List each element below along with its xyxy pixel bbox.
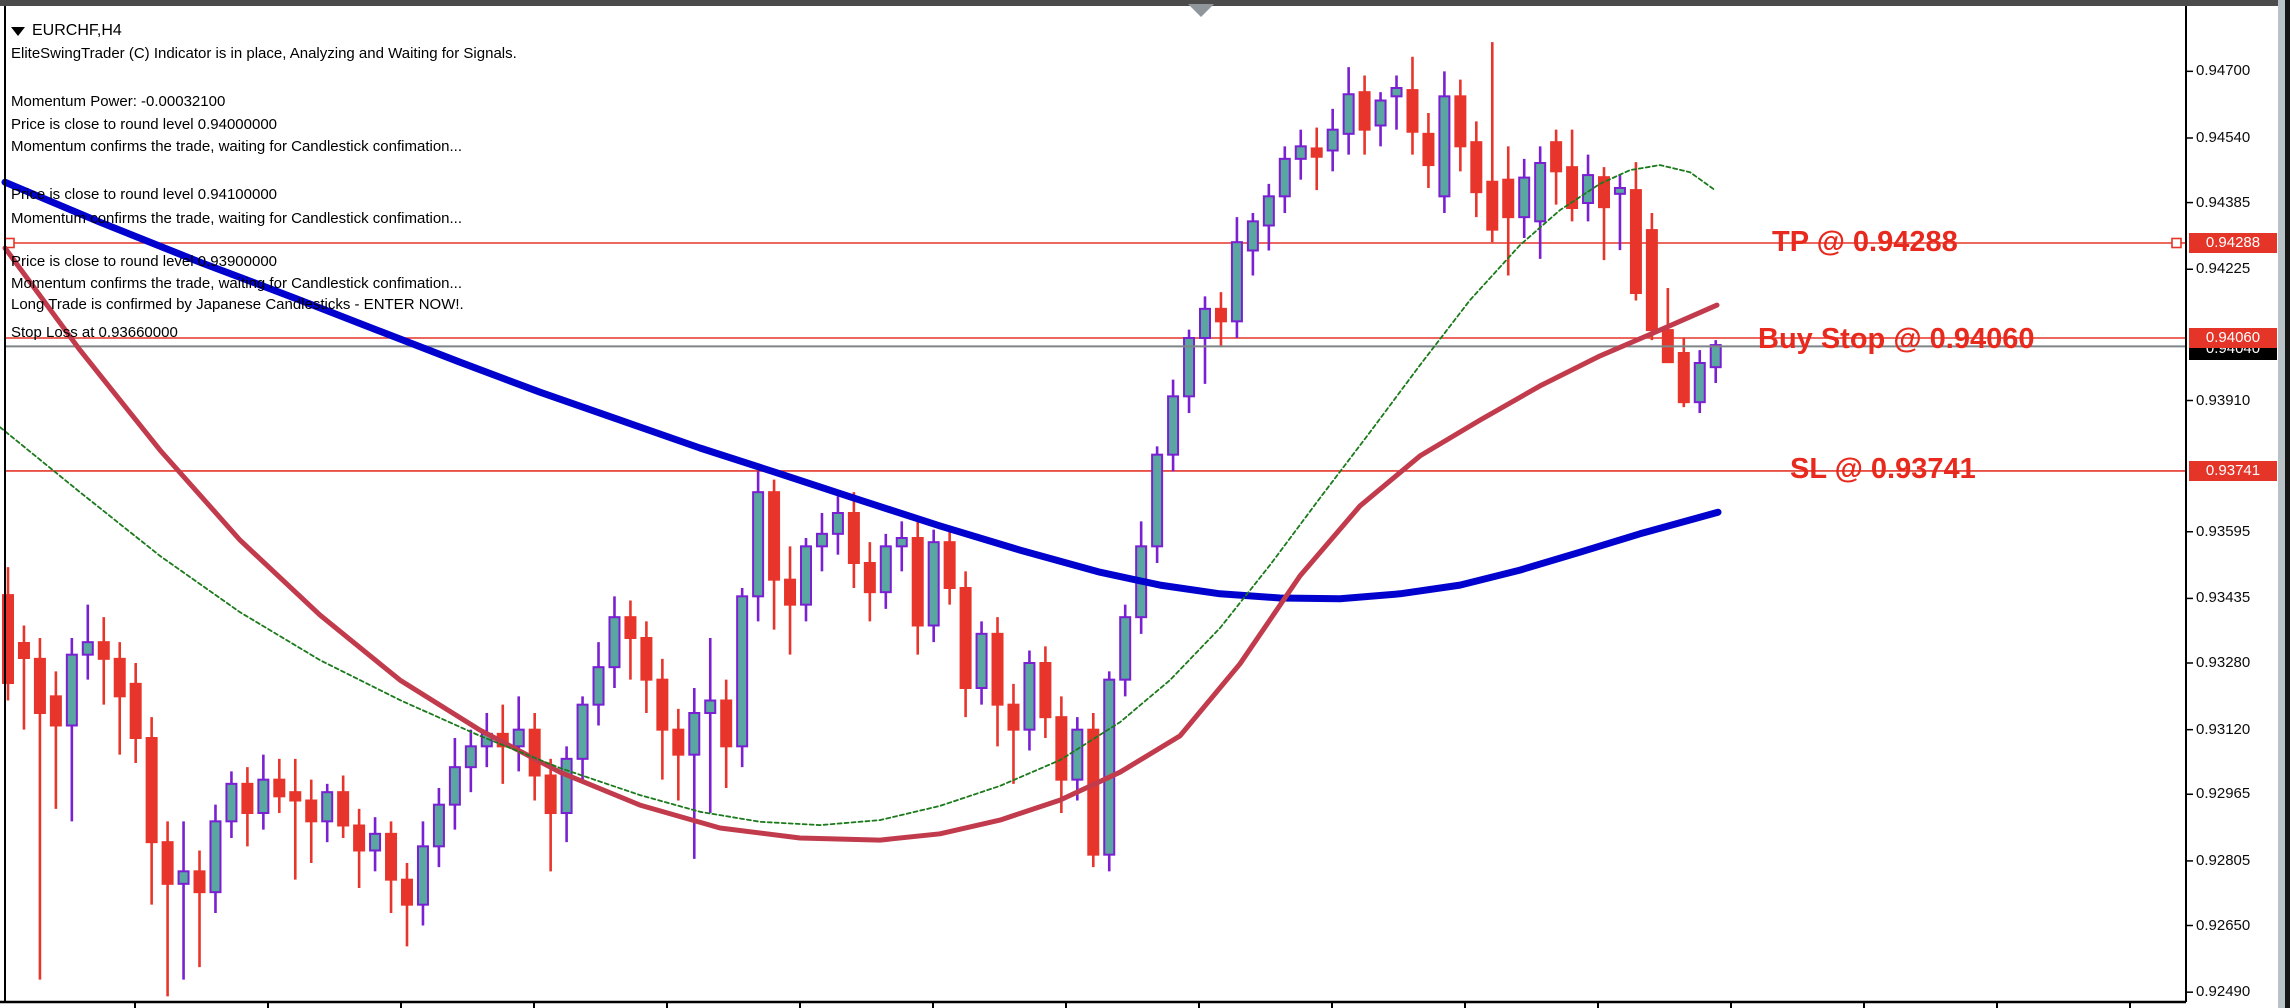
- sl-price-badge: 0.93741: [2189, 460, 2277, 481]
- medium-ma-crimson: [2, 245, 1720, 843]
- tp-price-badge: 0.94288: [2189, 233, 2277, 253]
- bid-price-badge: 0.94040: [2189, 348, 2277, 360]
- window-right-edge: [2285, 0, 2290, 1008]
- buy-stop-label[interactable]: Buy Stop @ 0.94060: [1758, 323, 2035, 355]
- price-tick-label: 0.94385: [2196, 193, 2251, 211]
- comment-line: Price is close to round level 0.94000000: [11, 116, 278, 133]
- price-tick-label: 0.94540: [2196, 129, 2251, 146]
- comment-line: Long Trade is confirmed by Japanese Cand…: [11, 296, 464, 313]
- symbol-header[interactable]: EURCHF,H4: [11, 22, 122, 40]
- comment-line: Momentum confirms the trade, waiting for…: [11, 138, 463, 155]
- price-tick-label: 0.93435: [2196, 589, 2251, 607]
- sl-label[interactable]: SL @ 0.93741: [1790, 453, 1976, 485]
- scroll-to-end-icon[interactable]: [1188, 4, 1214, 17]
- comment-line: Stop Loss at 0.93660000: [11, 324, 178, 341]
- price-tick-label: 0.92490: [2196, 983, 2251, 1001]
- window-titlebar: [0, 0, 2290, 6]
- candles-layer: [2, 42, 1722, 997]
- comment-line: Momentum confirms the trade, waiting for…: [11, 210, 463, 227]
- fast-ma-green: [0, 164, 1716, 826]
- price-tick-label: 0.93595: [2196, 522, 2251, 540]
- price-tick-label: 0.94225: [2196, 260, 2251, 278]
- comment-line: Price is close to round level 0.93900000: [11, 253, 278, 270]
- symbol-dropdown-icon[interactable]: [11, 26, 25, 36]
- buy-stop-price-badge: 0.94060: [2189, 328, 2277, 348]
- price-tick-label: 0.93120: [2196, 720, 2251, 738]
- slow-ma-blue: [1, 178, 1722, 603]
- price-tick-label: 0.92965: [2196, 785, 2251, 803]
- price-tick-label: 0.93280: [2196, 654, 2251, 671]
- comment-line: Momentum Power: -0.00032100: [11, 93, 226, 110]
- comment-line: Price is close to round level 0.94100000: [11, 186, 278, 203]
- trade-lines-layer: [4, 237, 2186, 472]
- price-tick-label: 0.94700: [2196, 62, 2251, 80]
- symbol-timeframe-label: EURCHF,H4: [32, 22, 122, 39]
- price-tick-label: 0.92805: [2196, 851, 2251, 869]
- comment-line: Momentum confirms the trade, waiting for…: [11, 275, 463, 292]
- comment-line: EliteSwingTrader (C) Indicator is in pla…: [11, 45, 517, 62]
- price-tick-label: 0.92650: [2196, 916, 2251, 934]
- price-tick-label: 0.93910: [2196, 391, 2251, 409]
- tp-label[interactable]: TP @ 0.94288: [1772, 226, 1958, 258]
- chart-frame: [0, 6, 2193, 1008]
